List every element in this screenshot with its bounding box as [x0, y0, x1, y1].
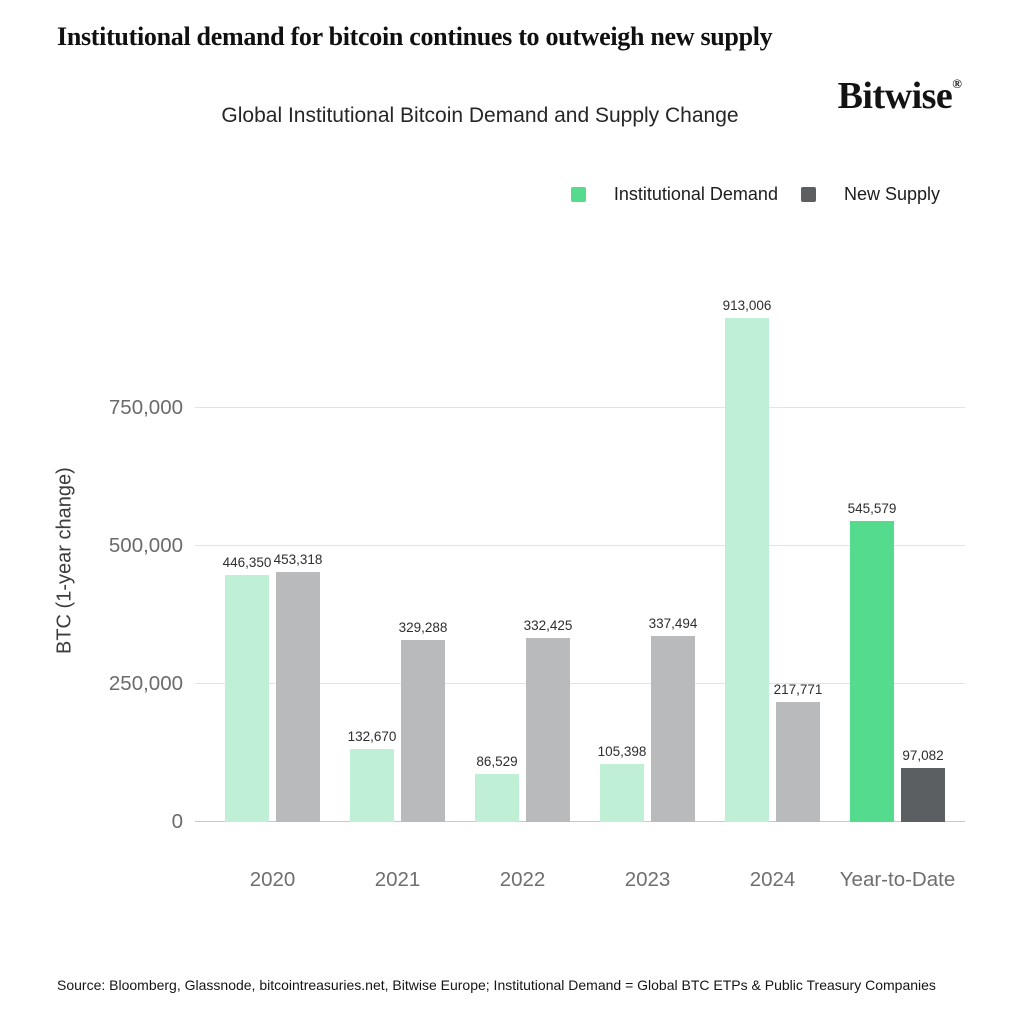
x-tick-label-2022: 2022 — [499, 868, 546, 891]
bar-value-label: 337,494 — [648, 615, 698, 631]
new-supply-bar: 97,082 — [901, 748, 945, 822]
bar-group-2024: 913,006 217,771 — [710, 298, 835, 822]
bar-value-label: 913,006 — [722, 297, 772, 313]
gridline — [195, 544, 965, 546]
gridline — [195, 821, 965, 822]
bar-value-label: 97,082 — [902, 748, 944, 764]
bar-value-label: 453,318 — [273, 551, 323, 567]
bar-group-year-to-date: 545,579 97,082 — [835, 300, 960, 822]
y-axis-tick-labels: 0 250,000 500,000 750,000 — [0, 300, 183, 833]
bar-group-2020: 446,350 453,318 — [210, 300, 335, 822]
bar-group-2023: 105,398 337,494 — [585, 300, 710, 822]
y-tick-label: 750,000 — [108, 395, 183, 419]
institutional-demand-bar: 86,529 — [475, 754, 519, 822]
bar-group-2021: 132,670 329,288 — [335, 300, 460, 822]
legend-swatch-icon — [800, 187, 816, 202]
new-supply-bar: 329,288 — [399, 620, 447, 822]
bitwise-wordmark: Bitwise — [837, 75, 953, 117]
bar-group-2022: 86,529 332,425 — [460, 300, 585, 822]
institutional-demand-bar: 913,006 — [723, 298, 771, 822]
institutional-demand-bar: 545,579 — [848, 501, 896, 822]
bar-value-label: 446,350 — [222, 555, 272, 571]
legend-item-institutional-demand: Institutional Demand — [570, 184, 778, 205]
legend-label: New Supply — [843, 184, 940, 204]
gridline — [195, 682, 965, 684]
new-supply-bar: 332,425 — [524, 618, 572, 822]
y-tick-label: 0 — [171, 810, 183, 833]
legend-item-new-supply: New Supply — [800, 184, 940, 205]
headline: Institutional demand for bitcoin continu… — [57, 22, 773, 51]
x-tick-label-2023: 2023 — [624, 868, 671, 891]
institutional-demand-bar: 446,350 — [223, 555, 271, 822]
chart-title: Global Institutional Bitcoin Demand and … — [221, 104, 739, 127]
legend: Institutional Demand New Supply — [570, 184, 940, 205]
new-supply-bar: 453,318 — [274, 552, 322, 822]
x-tick-label-2024: 2024 — [749, 868, 796, 891]
new-supply-bar: 337,494 — [649, 616, 697, 822]
bar-value-label: 217,771 — [773, 681, 823, 697]
legend-swatch-icon — [570, 187, 586, 202]
y-tick-label: 250,000 — [108, 671, 183, 695]
institutional-demand-bar: 132,670 — [348, 729, 396, 822]
bar-groups: 446,350 453,318 132,670 329,288 86,529 332,42… — [210, 298, 960, 822]
x-tick-label-2021: 2021 — [374, 868, 421, 891]
bar-value-label: 132,670 — [347, 728, 397, 744]
bar-value-label: 332,425 — [523, 618, 573, 634]
plot-area: 446,350 453,318 132,670 329,288 86,529 332,42… — [195, 298, 965, 822]
registered-trademark-symbol: ® — [952, 76, 962, 91]
gridline — [195, 406, 965, 408]
bar-value-label: 86,529 — [476, 754, 518, 770]
x-axis-tick-labels: 2020 2021 2022 2023 2024 Year-to-Date — [210, 868, 960, 896]
y-tick-label: 500,000 — [108, 533, 183, 557]
bar-value-label: 329,288 — [398, 620, 448, 636]
new-supply-bar: 217,771 — [774, 682, 822, 822]
source-note: Source: Bloomberg, Glassnode, bitcointre… — [57, 977, 936, 993]
x-tick-label-2020: 2020 — [249, 868, 296, 891]
institutional-demand-bar: 105,398 — [598, 744, 646, 822]
bar-value-label: 545,579 — [847, 500, 897, 516]
bitwise-logo: Bitwise® — [838, 74, 962, 118]
legend-label: Institutional Demand — [613, 184, 778, 204]
x-tick-label-year-to-date: Year-to-Date — [839, 868, 956, 891]
bar-value-label: 105,398 — [597, 743, 647, 759]
